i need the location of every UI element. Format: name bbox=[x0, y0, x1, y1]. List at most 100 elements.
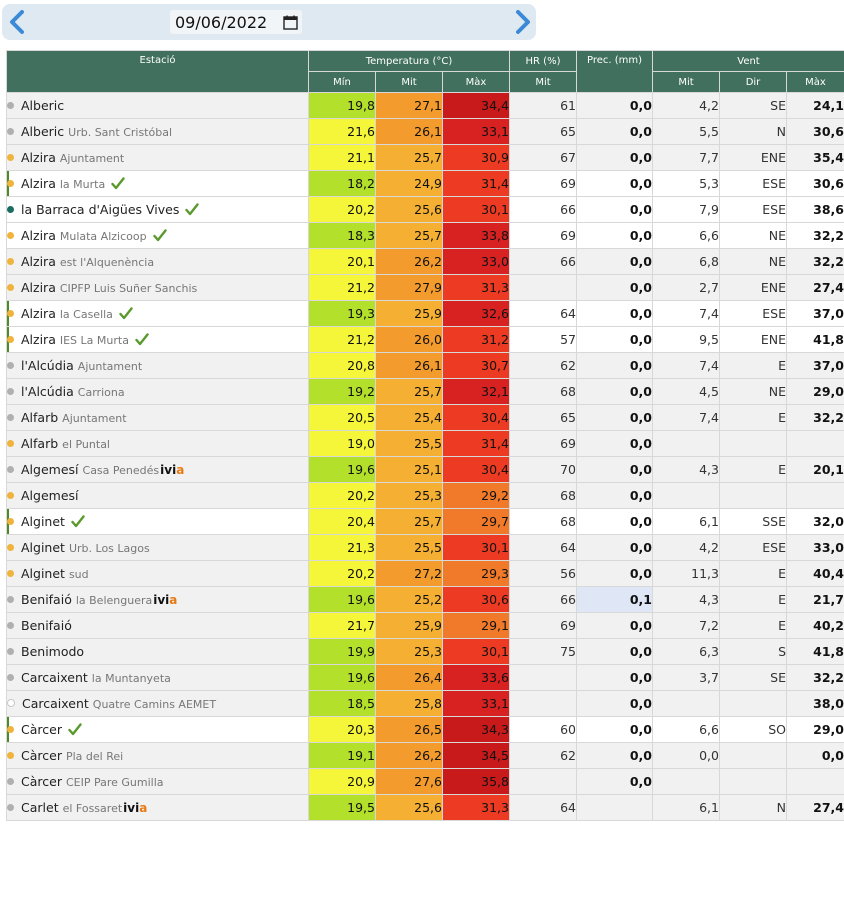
station-cell[interactable]: Alginet Urb. Los Lagos bbox=[6, 534, 309, 561]
wind-mit-cell: 7,4 bbox=[652, 352, 720, 379]
date-input[interactable]: 09/06/2022 bbox=[170, 10, 302, 34]
table-row[interactable]: Alfarb el Puntal 19,0 25,5 31,4 69 0,0 bbox=[6, 430, 844, 457]
station-cell[interactable]: Alberic bbox=[6, 92, 309, 119]
table-row[interactable]: Alzira est l'Alquenència 20,1 26,2 33,0 66 0,0… bbox=[6, 248, 844, 275]
table-row[interactable]: Càrcer Pla del Rei 19,1 26,2 34,5 62 0,0 0,0 0,0 bbox=[6, 742, 844, 769]
table-row[interactable]: l'Alcúdia Ajuntament 20,8 26,1 30,7 62 0,0 7,4 E… bbox=[6, 352, 844, 379]
temp-mit-cell: 25,9 bbox=[375, 300, 443, 327]
prev-day-button[interactable] bbox=[4, 8, 32, 36]
col-station-header[interactable]: Estació bbox=[6, 50, 309, 93]
table-row[interactable]: la Barraca d'Aigües Vives 20,2 25,6 30,1 66 0… bbox=[6, 196, 844, 223]
table-row[interactable]: Algemesí 20,2 25,3 29,2 68 0,0 bbox=[6, 482, 844, 509]
station-status-dot bbox=[7, 180, 14, 187]
table-row[interactable]: Carcaixent la Muntanyeta 19,6 26,4 33,6 0,0 3,… bbox=[6, 664, 844, 691]
station-cell[interactable]: Carcaixent Quatre Camins AEMET bbox=[6, 690, 309, 717]
station-cell[interactable]: Benifaió la Belengueraivia bbox=[6, 586, 309, 613]
wind-dir-cell: ESE bbox=[719, 534, 787, 561]
table-row[interactable]: Benifaió la Belengueraivia 19,6 25,2 30,6 66 0… bbox=[6, 586, 844, 613]
wind-max-cell: 30,6 bbox=[786, 170, 844, 197]
table-row[interactable]: Alginet Urb. Los Lagos 21,3 25,5 30,1 64 0,0 4,… bbox=[6, 534, 844, 561]
station-cell[interactable]: la Barraca d'Aigües Vives bbox=[6, 196, 309, 223]
temp-min-cell: 20,8 bbox=[308, 352, 376, 379]
temp-max-cell: 30,1 bbox=[442, 638, 510, 665]
wind-max-cell bbox=[786, 768, 844, 795]
station-cell[interactable]: Alzira IES La Murta bbox=[6, 326, 309, 353]
table-row[interactable]: Alzira la Casella 19,3 25,9 32,6 64 0,0 7,4 ESE 3… bbox=[6, 300, 844, 327]
station-cell[interactable]: Alzira Ajuntament bbox=[6, 144, 309, 171]
col-wind-dir[interactable]: Dir bbox=[719, 71, 787, 93]
station-name: Alberic bbox=[21, 98, 65, 113]
station-cell[interactable]: Alginet sud bbox=[6, 560, 309, 587]
wind-dir-cell: E bbox=[719, 612, 787, 639]
calendar-icon[interactable] bbox=[283, 15, 298, 30]
table-row[interactable]: Algemesí Casa Penedésivia 19,6 25,1 30,4 70 0,… bbox=[6, 456, 844, 483]
col-wind-max[interactable]: Màx bbox=[786, 71, 844, 93]
humidity-cell: 68 bbox=[509, 508, 577, 535]
precipitation-cell: 0,0 bbox=[576, 430, 653, 457]
temp-min-cell: 19,6 bbox=[308, 664, 376, 691]
table-row[interactable]: Alzira la Murta 18,2 24,9 31,4 69 0,0 5,3 ESE 30,… bbox=[6, 170, 844, 197]
table-row[interactable]: Benifaió 21,7 25,9 29,1 69 0,0 7,2 E 40,2 bbox=[6, 612, 844, 639]
humidity-cell: 65 bbox=[509, 404, 577, 431]
table-row[interactable]: Alberic 19,8 27,1 34,4 61 0,0 4,2 SE 24,1 bbox=[6, 92, 844, 119]
table-row[interactable]: Alginet 20,4 25,7 29,7 68 0,0 6,1 SSE 32,0 bbox=[6, 508, 844, 535]
table-row[interactable]: Alzira IES La Murta 21,2 26,0 31,2 57 0,0 9,5 EN… bbox=[6, 326, 844, 353]
station-cell[interactable]: Alfarb el Puntal bbox=[6, 430, 309, 457]
station-cell[interactable]: Alzira Mulata Alzicoop bbox=[6, 222, 309, 249]
chevron-right-icon bbox=[516, 10, 530, 34]
station-cell[interactable]: Càrcer CEIP Pare Gumilla bbox=[6, 768, 309, 795]
table-row[interactable]: Benimodo 19,9 25,3 30,1 75 0,0 6,3 S 41,8 bbox=[6, 638, 844, 665]
station-cell[interactable]: Carlet el Fossaretivia bbox=[6, 794, 309, 821]
temp-mit-cell: 26,1 bbox=[375, 118, 443, 145]
station-cell[interactable]: Alginet bbox=[6, 508, 309, 535]
col-hr-mit[interactable]: Mit bbox=[509, 71, 577, 93]
station-location: el Fossaret bbox=[62, 802, 123, 815]
station-cell[interactable]: Alberic Urb. Sant Cristóbal bbox=[6, 118, 309, 145]
table-row[interactable]: Alzira CIPFP Luis Suñer Sanchis 21,2 27,9 31… bbox=[6, 274, 844, 301]
table-row[interactable]: l'Alcúdia Carriona 19,2 25,7 32,1 68 0,0 4,5 NE 2… bbox=[6, 378, 844, 405]
table-row[interactable]: Carcaixent Quatre Camins AEMET 18,5 25,8 33,… bbox=[6, 690, 844, 717]
station-name: Alzira bbox=[21, 150, 56, 165]
station-cell[interactable]: Alzira CIPFP Luis Suñer Sanchis bbox=[6, 274, 309, 301]
wind-mit-cell: 4,3 bbox=[652, 586, 720, 613]
temp-max-cell: 33,1 bbox=[442, 690, 510, 717]
temp-max-cell: 33,6 bbox=[442, 664, 510, 691]
station-cell[interactable]: l'Alcúdia Ajuntament bbox=[6, 352, 309, 379]
table-row[interactable]: Alberic Urb. Sant Cristóbal 21,6 26,1 33,1 65… bbox=[6, 118, 844, 145]
table-row[interactable]: Alzira Ajuntament 21,1 25,7 30,9 67 0,0 7,7 ENE 3… bbox=[6, 144, 844, 171]
table-row[interactable]: Càrcer CEIP Pare Gumilla 20,9 27,6 35,8 0,0 bbox=[6, 768, 844, 795]
ivia-logo: ivia bbox=[153, 593, 178, 607]
col-temp-mit[interactable]: Mit bbox=[375, 71, 443, 93]
station-name: Carcaixent bbox=[22, 696, 89, 711]
col-group-hr: HR (%) bbox=[509, 50, 577, 72]
station-cell[interactable]: Algemesí Casa Penedésivia bbox=[6, 456, 309, 483]
table-row[interactable]: Carlet el Fossaretivia 19,5 25,6 31,3 64 6,1 N 2… bbox=[6, 794, 844, 821]
col-temp-max[interactable]: Màx bbox=[442, 71, 510, 93]
station-cell[interactable]: Càrcer Pla del Rei bbox=[6, 742, 309, 769]
station-cell[interactable]: Benifaió bbox=[6, 612, 309, 639]
station-cell[interactable]: Carcaixent la Muntanyeta bbox=[6, 664, 309, 691]
col-temp-min[interactable]: Mín bbox=[308, 71, 376, 93]
station-cell[interactable]: Càrcer bbox=[6, 716, 309, 743]
col-wind-mit[interactable]: Mit bbox=[652, 71, 720, 93]
table-row[interactable]: Alfarb Ajuntament 20,5 25,4 30,4 65 0,0 7,4 E 32,… bbox=[6, 404, 844, 431]
station-cell[interactable]: Alfarb Ajuntament bbox=[6, 404, 309, 431]
station-cell[interactable]: l'Alcúdia Carriona bbox=[6, 378, 309, 405]
station-cell[interactable]: Alzira la Casella bbox=[6, 300, 309, 327]
wind-max-cell: 38,6 bbox=[786, 196, 844, 223]
table-row[interactable]: Alginet sud 20,2 27,2 29,3 56 0,0 11,3 E 40,4 bbox=[6, 560, 844, 587]
station-cell[interactable]: Benimodo bbox=[6, 638, 309, 665]
station-cell[interactable]: Alzira est l'Alquenència bbox=[6, 248, 309, 275]
station-cell[interactable]: Algemesí bbox=[6, 482, 309, 509]
wind-max-cell: 38,0 bbox=[786, 690, 844, 717]
station-location: CEIP Pare Gumilla bbox=[65, 776, 164, 789]
wind-mit-cell: 4,3 bbox=[652, 456, 720, 483]
station-status-dot bbox=[7, 388, 14, 395]
temp-min-cell: 19,6 bbox=[308, 586, 376, 613]
table-row[interactable]: Càrcer 20,3 26,5 34,3 60 0,0 6,6 SO 29,0 bbox=[6, 716, 844, 743]
table-row[interactable]: Alzira Mulata Alzicoop 18,3 25,7 33,8 69 0,0 6,… bbox=[6, 222, 844, 249]
next-day-button[interactable] bbox=[508, 8, 536, 36]
station-cell[interactable]: Alzira la Murta bbox=[6, 170, 309, 197]
station-status-dot bbox=[7, 206, 14, 213]
station-status-dot bbox=[7, 414, 14, 421]
